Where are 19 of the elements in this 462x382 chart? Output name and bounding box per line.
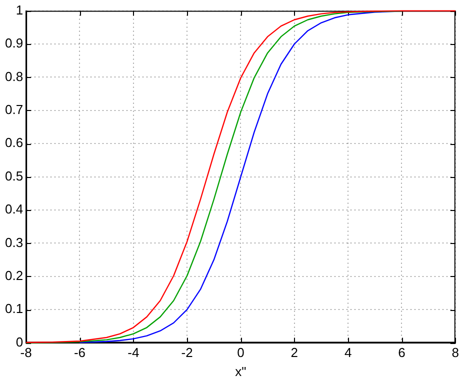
x-tick-label: 2: [290, 345, 298, 360]
y-tick-label: 0.1: [4, 301, 24, 316]
y-tick-label: 0.3: [4, 234, 24, 250]
x-tick-label: -2: [181, 345, 193, 360]
x-tick-label: -4: [128, 345, 140, 360]
y-tick-label: 0.9: [4, 36, 24, 51]
x-tick-label: 6: [398, 345, 406, 360]
y-tick-label: 0.4: [4, 202, 24, 217]
y-tick-label: 1: [16, 2, 24, 18]
x-tick-label: 8: [452, 345, 459, 360]
y-tick-label: 0.6: [4, 135, 24, 150]
x-axis-title: x": [235, 364, 247, 379]
y-tick-label: 0.2: [4, 268, 24, 283]
x-tick-label: 0: [237, 345, 244, 360]
y-tick-label: 0.5: [4, 168, 24, 184]
x-tick-label: -6: [74, 345, 86, 360]
y-tick-label: 0.7: [4, 102, 24, 117]
x-tick-label: 4: [344, 345, 352, 360]
y-tick-label: 0.8: [4, 68, 24, 84]
